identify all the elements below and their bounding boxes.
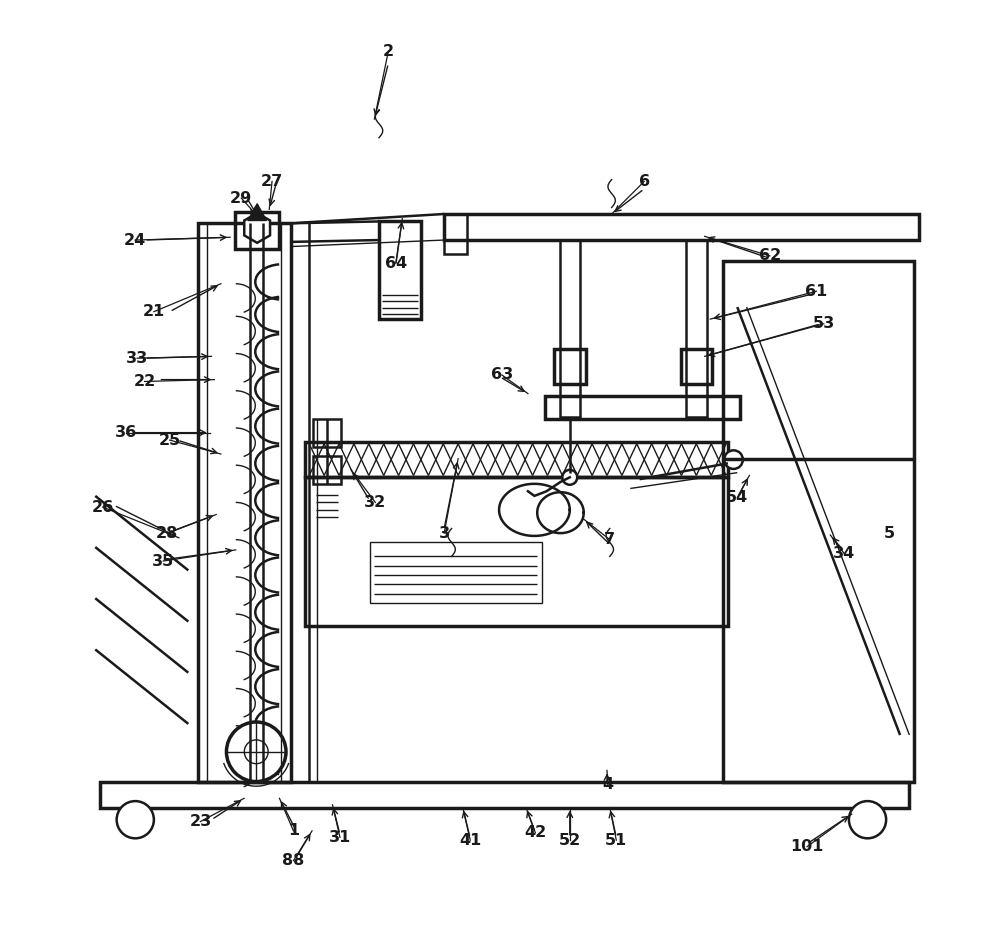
Text: 52: 52 xyxy=(559,833,581,848)
Text: 5: 5 xyxy=(883,526,894,541)
Circle shape xyxy=(849,801,886,839)
Text: 22: 22 xyxy=(133,374,156,389)
Text: 64: 64 xyxy=(385,256,407,271)
Circle shape xyxy=(226,722,286,782)
Bar xyxy=(560,240,580,417)
Text: 25: 25 xyxy=(159,432,181,447)
Bar xyxy=(313,418,341,446)
Text: 61: 61 xyxy=(805,284,827,299)
Polygon shape xyxy=(244,213,270,242)
Bar xyxy=(723,260,914,782)
Circle shape xyxy=(117,801,154,839)
Text: 34: 34 xyxy=(833,546,855,561)
Bar xyxy=(100,782,909,808)
Bar xyxy=(305,442,728,477)
Bar xyxy=(554,349,586,385)
Bar xyxy=(686,240,707,417)
Text: 53: 53 xyxy=(813,316,835,331)
Text: 2: 2 xyxy=(383,44,394,59)
Text: 6: 6 xyxy=(639,174,650,189)
Text: 35: 35 xyxy=(152,553,174,568)
Circle shape xyxy=(244,739,268,764)
Bar xyxy=(681,349,712,385)
Text: 63: 63 xyxy=(491,368,513,383)
Bar xyxy=(545,396,740,418)
Text: 3: 3 xyxy=(439,526,450,541)
Text: 24: 24 xyxy=(124,232,146,247)
Bar xyxy=(235,212,279,249)
Bar xyxy=(444,214,467,254)
Text: 36: 36 xyxy=(115,425,137,440)
Bar xyxy=(198,224,291,782)
Text: 32: 32 xyxy=(364,495,386,510)
Text: 26: 26 xyxy=(92,500,114,515)
Polygon shape xyxy=(248,204,266,221)
Text: 101: 101 xyxy=(790,840,824,855)
Text: 31: 31 xyxy=(329,830,351,845)
Text: 1: 1 xyxy=(288,824,299,839)
Circle shape xyxy=(562,470,577,485)
Text: 23: 23 xyxy=(189,814,212,829)
Text: 21: 21 xyxy=(143,304,165,319)
Bar xyxy=(370,543,542,603)
Text: 4: 4 xyxy=(602,777,613,792)
Bar xyxy=(305,477,728,626)
Bar xyxy=(444,214,919,240)
Text: 54: 54 xyxy=(726,490,748,505)
Text: 27: 27 xyxy=(261,174,283,189)
Text: 62: 62 xyxy=(759,248,781,263)
Text: 88: 88 xyxy=(282,853,305,869)
Text: 42: 42 xyxy=(524,826,546,841)
Text: 41: 41 xyxy=(459,833,481,848)
Bar xyxy=(379,222,421,319)
Circle shape xyxy=(724,450,743,469)
Text: 33: 33 xyxy=(126,351,148,366)
Bar xyxy=(313,456,341,484)
Text: 29: 29 xyxy=(230,191,252,206)
Text: 51: 51 xyxy=(605,833,627,848)
Text: 7: 7 xyxy=(604,533,615,548)
Text: 28: 28 xyxy=(156,526,178,541)
